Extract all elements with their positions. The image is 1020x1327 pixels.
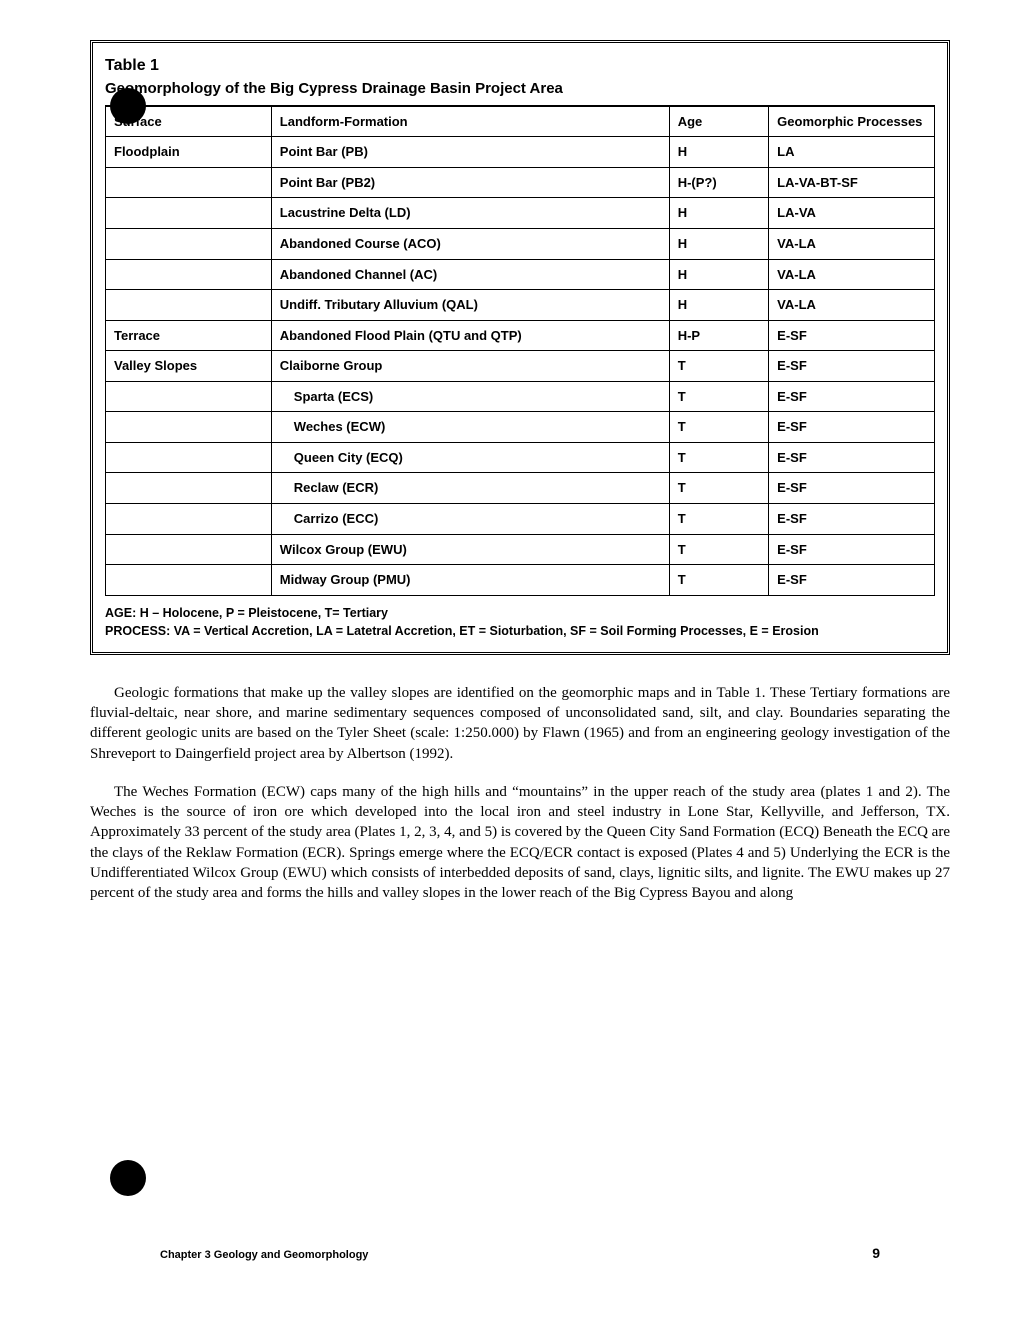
table-row: Abandoned Course (ACO)HVA-LA — [106, 229, 935, 260]
cell-surface — [106, 198, 272, 229]
cell-age: H — [669, 229, 768, 260]
cell-surface — [106, 259, 272, 290]
cell-processes: E-SF — [769, 442, 935, 473]
cell-landform: Weches (ECW) — [271, 412, 669, 443]
hole-punch-bottom — [110, 1160, 146, 1196]
footnote-age: AGE: H – Holocene, P = Pleistocene, T= T… — [105, 604, 935, 622]
cell-processes: E-SF — [769, 565, 935, 596]
cell-surface — [106, 412, 272, 443]
table-row: Point Bar (PB2)H-(P?)LA-VA-BT-SF — [106, 167, 935, 198]
cell-surface — [106, 442, 272, 473]
cell-surface — [106, 381, 272, 412]
cell-processes: VA-LA — [769, 229, 935, 260]
cell-age: H — [669, 137, 768, 168]
cell-age: H — [669, 198, 768, 229]
cell-landform: Sparta (ECS) — [271, 381, 669, 412]
table-row: Weches (ECW)TE-SF — [106, 412, 935, 443]
table-row: Wilcox Group (EWU)TE-SF — [106, 534, 935, 565]
page-number: 9 — [872, 1244, 880, 1263]
cell-age: H-P — [669, 320, 768, 351]
cell-age: H-(P?) — [669, 167, 768, 198]
cell-age: H — [669, 259, 768, 290]
chapter-footer: Chapter 3 Geology and Geomorphology — [160, 1248, 880, 1263]
table-footnote: AGE: H – Holocene, P = Pleistocene, T= T… — [105, 604, 935, 640]
cell-surface — [106, 473, 272, 504]
cell-landform: Point Bar (PB) — [271, 137, 669, 168]
footnote-process: PROCESS: VA = Vertical Accretion, LA = L… — [105, 622, 935, 640]
table-row: Carrizo (ECC)TE-SF — [106, 503, 935, 534]
table-row: Midway Group (PMU)TE-SF — [106, 565, 935, 596]
cell-surface — [106, 229, 272, 260]
cell-landform: Queen City (ECQ) — [271, 442, 669, 473]
cell-landform: Reclaw (ECR) — [271, 473, 669, 504]
cell-processes: E-SF — [769, 351, 935, 382]
cell-age: T — [669, 442, 768, 473]
cell-processes: VA-LA — [769, 290, 935, 321]
cell-age: T — [669, 503, 768, 534]
table-number: Table 1 — [105, 55, 935, 77]
cell-landform: Abandoned Channel (AC) — [271, 259, 669, 290]
header-landform: Landform-Formation — [271, 106, 669, 137]
table-row: FloodplainPoint Bar (PB)HLA — [106, 137, 935, 168]
geomorphology-table: Surface Landform-Formation Age Geomorphi… — [105, 105, 935, 596]
cell-processes: E-SF — [769, 381, 935, 412]
cell-landform: Abandoned Course (ACO) — [271, 229, 669, 260]
table-row: Abandoned Channel (AC)HVA-LA — [106, 259, 935, 290]
cell-landform: Lacustrine Delta (LD) — [271, 198, 669, 229]
table-caption: Geomorphology of the Big Cypress Drainag… — [105, 79, 935, 99]
table-row: Sparta (ECS)TE-SF — [106, 381, 935, 412]
cell-processes: E-SF — [769, 412, 935, 443]
header-processes: Geomorphic Processes — [769, 106, 935, 137]
cell-age: T — [669, 412, 768, 443]
cell-surface — [106, 503, 272, 534]
cell-processes: E-SF — [769, 534, 935, 565]
cell-age: T — [669, 565, 768, 596]
cell-landform: Claiborne Group — [271, 351, 669, 382]
header-age: Age — [669, 106, 768, 137]
cell-age: H — [669, 290, 768, 321]
cell-surface — [106, 565, 272, 596]
cell-landform: Point Bar (PB2) — [271, 167, 669, 198]
cell-surface: Valley Slopes — [106, 351, 272, 382]
cell-processes: E-SF — [769, 320, 935, 351]
table-row: Undiff. Tributary Alluvium (QAL)HVA-LA — [106, 290, 935, 321]
cell-processes: E-SF — [769, 473, 935, 504]
cell-landform: Undiff. Tributary Alluvium (QAL) — [271, 290, 669, 321]
cell-processes: E-SF — [769, 503, 935, 534]
table-row: Queen City (ECQ)TE-SF — [106, 442, 935, 473]
page: Table 1 Geomorphology of the Big Cypress… — [90, 40, 950, 1287]
table-row: Reclaw (ECR)TE-SF — [106, 473, 935, 504]
cell-processes: VA-LA — [769, 259, 935, 290]
paragraph-2: The Weches Formation (ECW) caps many of … — [90, 782, 950, 904]
cell-age: T — [669, 351, 768, 382]
table-1-container: Table 1 Geomorphology of the Big Cypress… — [90, 40, 950, 655]
cell-surface — [106, 167, 272, 198]
hole-punch-top — [110, 88, 146, 124]
cell-processes: LA — [769, 137, 935, 168]
cell-processes: LA-VA — [769, 198, 935, 229]
cell-surface: Floodplain — [106, 137, 272, 168]
paragraph-1: Geologic formations that make up the val… — [90, 683, 950, 764]
cell-surface: Terrace — [106, 320, 272, 351]
cell-surface — [106, 534, 272, 565]
cell-landform: Abandoned Flood Plain (QTU and QTP) — [271, 320, 669, 351]
table-header-row: Surface Landform-Formation Age Geomorphi… — [106, 106, 935, 137]
cell-age: T — [669, 473, 768, 504]
table-row: Valley SlopesClaiborne GroupTE-SF — [106, 351, 935, 382]
cell-surface — [106, 290, 272, 321]
cell-landform: Wilcox Group (EWU) — [271, 534, 669, 565]
cell-age: T — [669, 534, 768, 565]
cell-landform: Carrizo (ECC) — [271, 503, 669, 534]
cell-age: T — [669, 381, 768, 412]
cell-processes: LA-VA-BT-SF — [769, 167, 935, 198]
cell-landform: Midway Group (PMU) — [271, 565, 669, 596]
table-row: Lacustrine Delta (LD)HLA-VA — [106, 198, 935, 229]
table-row: TerraceAbandoned Flood Plain (QTU and QT… — [106, 320, 935, 351]
